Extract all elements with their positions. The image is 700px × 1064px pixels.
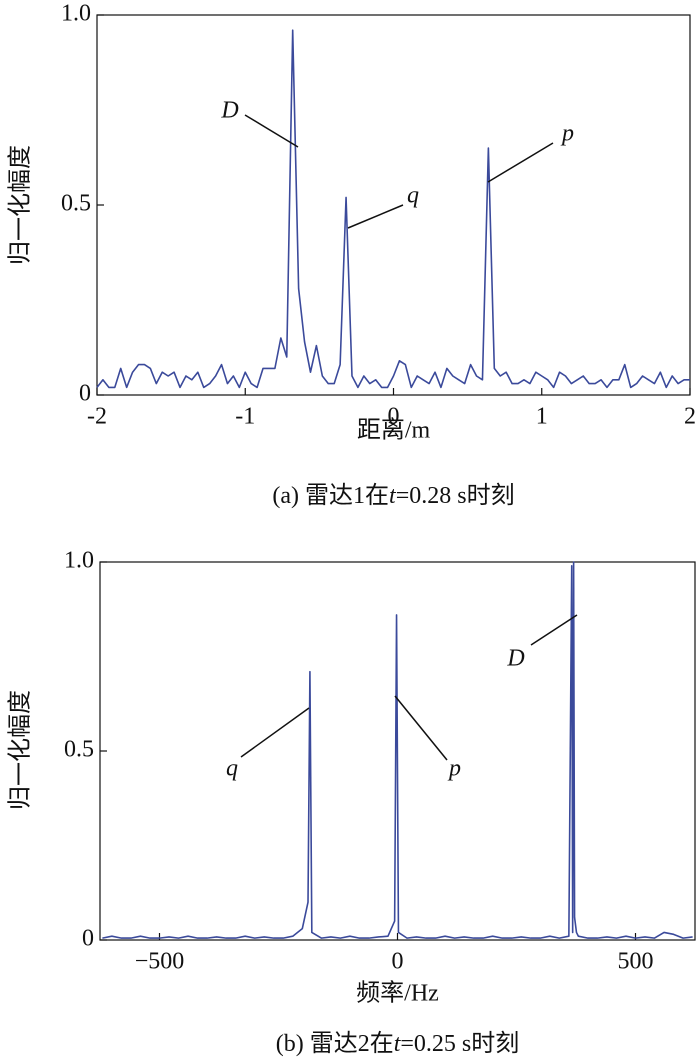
annotation-leader (244, 114, 299, 148)
caption-part: t (389, 483, 397, 509)
annotation: q (407, 183, 419, 209)
annotation: p (447, 756, 461, 782)
y-tick-label: 0 (82, 926, 94, 952)
x-tick-label: -1 (235, 404, 255, 430)
annotation: D (506, 646, 524, 672)
plot-frame (96, 14, 691, 396)
x-tick-label: 500 (618, 949, 654, 975)
y-tick-label: 0 (79, 381, 91, 407)
x-tick-label: 2 (684, 404, 696, 430)
caption: (b) 雷达2在t=0.25 s时刻 (276, 1030, 520, 1057)
caption-part: =0.28 s时刻 (396, 482, 515, 509)
x-axis-label: 频率/Hz (356, 980, 439, 1007)
y-tick-label: 1.0 (64, 548, 94, 574)
caption-part: (b) 雷达2在 (276, 1030, 394, 1057)
y-tick-label: 1.0 (61, 1, 91, 27)
annotation-leader (530, 614, 578, 646)
annotation-leader (347, 204, 404, 229)
y-axis-label: 归一化幅度 (7, 145, 34, 265)
annotation: q (226, 756, 238, 782)
annotation-leader (394, 695, 448, 761)
caption-part: (a) 雷达1在 (272, 482, 389, 509)
annotation-leader (240, 707, 310, 758)
caption: (a) 雷达1在t=0.28 s时刻 (272, 482, 514, 509)
annotation-leader (487, 142, 554, 183)
y-tick-label: 0.5 (61, 191, 91, 217)
caption-part: =0.25 s时刻 (400, 1030, 519, 1057)
x-tick-label: −500 (135, 949, 185, 975)
annotation: p (560, 121, 574, 147)
x-tick-label: 0 (392, 949, 404, 975)
x-tick-label: 1 (536, 404, 548, 430)
annotation: D (220, 98, 238, 124)
data-line (102, 561, 693, 939)
x-tick-label: -2 (87, 404, 107, 430)
y-tick-label: 0.5 (64, 737, 94, 763)
data-line (96, 29, 690, 389)
y-axis-label: 归一化幅度 (7, 690, 34, 810)
x-axis-label: 距离/m (357, 417, 431, 444)
x-tick-label: 0 (388, 404, 400, 430)
caption-part: t (394, 1031, 402, 1057)
